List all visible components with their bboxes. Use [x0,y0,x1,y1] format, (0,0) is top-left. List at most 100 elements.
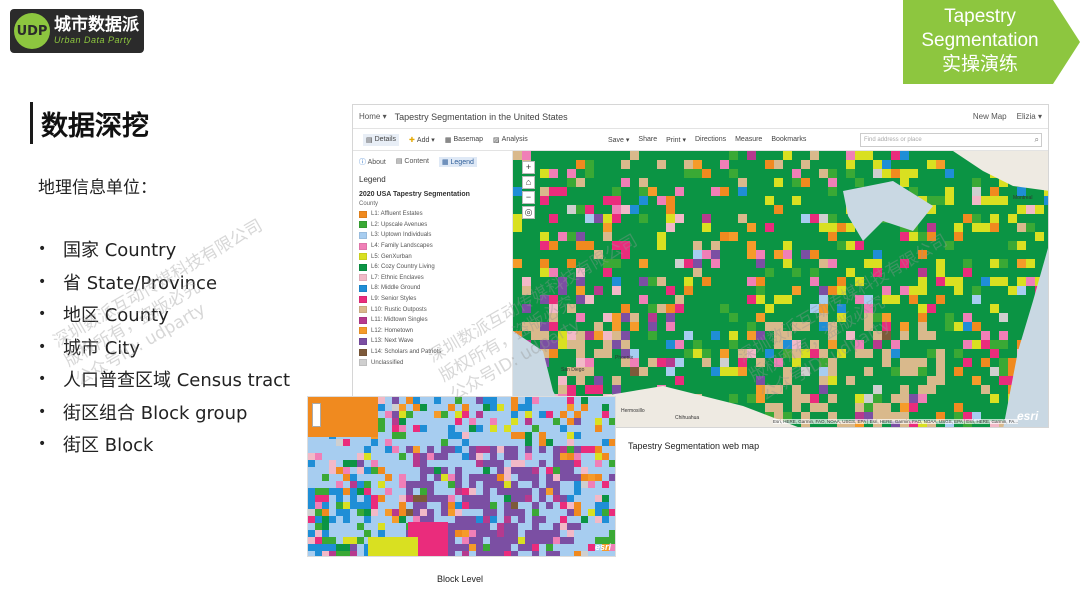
legend-item: L6: Cozy Country Living [359,262,506,273]
details-button[interactable]: ▤ Details [363,133,400,146]
zoom-in-button[interactable]: + [522,161,535,174]
legend-item: L12: Hometown [359,326,506,337]
map-label-phoenix: Phoenix [615,355,634,361]
analysis-button[interactable]: ▨ Analysis [493,136,528,144]
tab-content[interactable]: ▤ Content [396,157,429,167]
legend-tabs: ⓘ About ▤ Content ▦ Legend [359,157,506,167]
map-zoom-controls: + ⌂ − ◎ [522,161,537,219]
search-icon[interactable]: ⌕ [1034,135,1039,144]
legend-item: L5: GenXurban [359,251,506,262]
bookmarks-button[interactable]: Bookmarks [771,135,807,143]
list-item: • 街区组合 Block group [38,396,290,429]
block-map-canvas [308,397,615,556]
legend-swatch [359,263,367,271]
geo-unit-list: • 国家 Country • 省 State/Province • 地区 County… [38,233,290,461]
us-tapestry-map[interactable] [513,151,1049,428]
legend-swatch [359,242,367,250]
home-extent-icon[interactable]: ⌂ [522,176,535,189]
legend-item-label: L11: Midtown Singles [371,317,428,324]
legend-item: L7: Ethnic Enclaves [359,273,506,284]
list-item-text: 地区 County [63,305,169,327]
legend-item: L9: Senior Styles [359,294,506,305]
list-item-text: 国家 Country [63,240,177,262]
legend-item: L10: Rustic Outposts [359,304,506,315]
legend-heading: Legend [359,175,386,184]
legend-item-label: L14: Scholars and Patriots [371,349,442,356]
list-item: • 人口普查区域 Census tract [38,363,290,396]
header-chevron [903,0,1080,84]
measure-button[interactable]: Measure [735,135,763,143]
details-icon: ▤ [366,136,373,144]
legend-icon: ▦ [441,159,451,166]
analysis-icon: ▨ [493,136,500,144]
map-label-montreal: Montreal [1013,195,1033,201]
legend-swatch [359,327,367,335]
legend-item-label: Unclassified [371,359,404,366]
map-header-bar: Home ▾ Tapestry Segmentation in the Unit… [353,105,1048,129]
legend-item: L14: Scholars and Patriots [359,347,506,358]
list-item: • 省 State/Province [38,266,290,299]
map-label-san-diego: San Diego [561,367,585,373]
esri-logo-small: esri [595,542,612,552]
user-menu[interactable]: Elizia ▾ [1016,112,1042,121]
legend-item: L2: Upscale Avenues [359,220,506,231]
legend-swatch [359,337,367,345]
basemap-button[interactable]: ▦ Basemap [445,136,483,144]
tab-about[interactable]: ⓘ About [359,157,386,167]
list-item-text: 街区 Block [63,435,154,457]
legend-item-label: L4: Family Landscapes [371,243,433,250]
legend-item: Unclassified [359,357,506,368]
legend-sublayer: County [359,201,379,207]
title-accent-bar [30,102,33,144]
logo-mark: UDP [14,13,50,49]
legend-swatch [359,359,367,367]
directions-button[interactable]: Directions [694,135,727,143]
block-map-zoom-control[interactable] [312,403,321,427]
legend-swatch [359,221,367,229]
map-label-hermosillo: Hermosillo [621,408,645,414]
info-icon: ⓘ [359,159,368,166]
list-item-text: 省 State/Province [63,272,218,294]
tab-content-label: Content [404,158,429,165]
tab-legend[interactable]: ▦ Legend [438,157,477,167]
save-button[interactable]: Save ▾ [608,136,630,144]
legend-list: L1: Affluent Estates L2: Upscale Avenues L… [359,209,506,368]
esri-logo: esri [1017,409,1039,423]
share-button[interactable]: Share [638,135,658,143]
print-button[interactable]: Print ▾ [666,136,686,144]
zoom-out-button[interactable]: − [522,191,535,204]
home-menu[interactable]: Home ▾ [359,112,387,121]
header-label: Tapestry Segmentation 实操演练 [903,5,1057,77]
add-button[interactable]: ✚ Add ▾ [409,136,435,144]
map-title: Tapestry Segmentation in the United Stat… [394,111,568,122]
legend-item-label: L3: Uptown Individuals [371,232,432,239]
search-placeholder: Find address or place [864,137,922,143]
legend-swatch [359,316,367,324]
legend-item-label: L8: Middle Ground [371,285,421,292]
map-label-chihuahua: Chihuahua [675,415,700,421]
analysis-label: Analysis [501,136,528,143]
header-line-3: 实操演练 [941,54,1018,75]
add-icon: ✚ [409,136,415,144]
new-map-link[interactable]: New Map [972,112,1007,121]
list-item: • 街区 Block [38,428,290,461]
legend-item-label: L5: GenXurban [371,253,412,260]
legend-item: L8: Middle Ground [359,283,506,294]
legend-swatch [359,231,367,239]
search-input[interactable]: Find address or place ⌕ [860,133,1042,147]
section-subtitle: 地理信息单位： [38,178,157,198]
logo-text: 城市数据派 Urban Data Party [54,16,139,46]
header-line-2: Segmentation [921,30,1039,51]
legend-swatch [359,284,367,292]
locate-icon[interactable]: ◎ [522,206,535,219]
details-label: Details [374,136,397,143]
brand-logo: UDP 城市数据派 Urban Data Party [10,9,144,53]
add-label: Add ▾ [416,136,435,144]
legend-item: L3: Uptown Individuals [359,230,506,241]
legend-item: L13: Next Wave [359,336,506,347]
logo-english-name: Urban Data Party [54,35,132,45]
legend-swatch [359,210,367,218]
legend-item-label: L2: Upscale Avenues [371,221,428,228]
legend-swatch [359,306,367,314]
webmap-caption: Tapestry Segmentation web map [628,441,760,451]
